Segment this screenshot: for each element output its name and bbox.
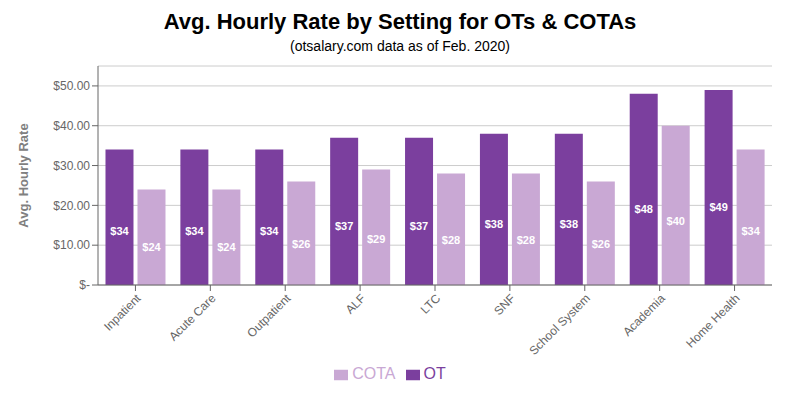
- svg-text:$34: $34: [110, 225, 129, 237]
- svg-text:$40: $40: [667, 215, 685, 227]
- svg-text:$28: $28: [442, 234, 460, 246]
- svg-text:$34: $34: [260, 225, 279, 237]
- svg-text:$38: $38: [485, 218, 503, 230]
- svg-text:$30.00: $30.00: [53, 159, 90, 173]
- svg-text:$-: $-: [79, 278, 90, 292]
- svg-text:Avg. Hourly Rate: Avg. Hourly Rate: [16, 123, 31, 227]
- svg-text:$48: $48: [635, 203, 653, 215]
- svg-text:ALF: ALF: [343, 291, 368, 316]
- html-text:COTA: COTA: [352, 365, 396, 382]
- svg-text:$26: $26: [592, 238, 610, 250]
- svg-text:LTC: LTC: [418, 291, 444, 317]
- svg-text:$24: $24: [217, 241, 236, 253]
- svg-text:$50.00: $50.00: [53, 79, 90, 93]
- svg-text:Home Health: Home Health: [683, 291, 742, 350]
- svg-text:$34: $34: [185, 225, 204, 237]
- svg-text:$40.00: $40.00: [53, 119, 90, 133]
- svg-text:$29: $29: [367, 233, 385, 245]
- svg-text:$10.00: $10.00: [53, 238, 90, 252]
- svg-text:SNF: SNF: [491, 291, 518, 318]
- svg-text:Acute Care: Acute Care: [166, 291, 219, 344]
- svg-text:$26: $26: [292, 238, 310, 250]
- svg-text:$38: $38: [560, 218, 578, 230]
- svg-text:$37: $37: [335, 220, 353, 232]
- svg-text:$49: $49: [709, 201, 727, 213]
- svg-text:$28: $28: [517, 234, 535, 246]
- svg-text:$20.00: $20.00: [53, 199, 90, 213]
- html-text:Avg. Hourly Rate by Setting fo: Avg. Hourly Rate by Setting for OTs & CO…: [163, 9, 637, 34]
- svg-text:$34: $34: [741, 225, 760, 237]
- svg-text:Academia: Academia: [620, 291, 668, 339]
- html-text:OT: OT: [423, 365, 446, 382]
- svg-text:$37: $37: [410, 220, 428, 232]
- svg-text:Inpatient: Inpatient: [101, 291, 144, 334]
- svg-text:$24: $24: [142, 241, 161, 253]
- svg-text:School System: School System: [526, 291, 593, 358]
- html-text:(otsalary.com data as of Feb.: (otsalary.com data as of Feb. 2020): [290, 38, 510, 54]
- svg-text:Outpatient: Outpatient: [244, 291, 294, 341]
